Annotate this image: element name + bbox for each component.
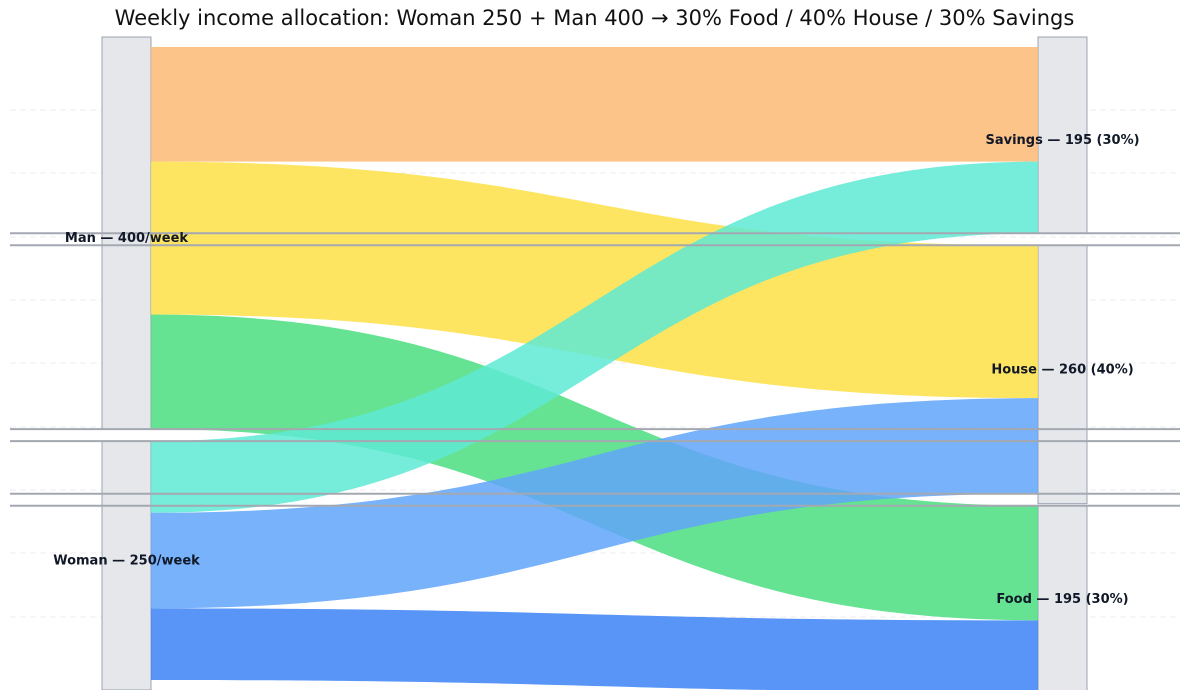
- flow-man-house: [151, 161, 1038, 399]
- node-house: [1037, 244, 1088, 505]
- flow-woman-house: [151, 398, 1038, 609]
- node-labels: Man — 400/week Woman — 250/week Savings — …: [53, 133, 1139, 607]
- node-food: [1037, 505, 1088, 690]
- label-woman: Woman — 250/week: [53, 554, 200, 569]
- label-savings: Savings — 195 (30%): [985, 133, 1139, 148]
- flow-dividers: [10, 232, 1180, 507]
- flow-man-savings: [151, 47, 1038, 162]
- label-food: Food — 195 (30%): [996, 592, 1128, 607]
- flow-woman-food: [151, 608, 1038, 690]
- chart-title: Weekly income allocation: Woman 250 + Ma…: [114, 6, 1075, 30]
- label-house: House — 260 (40%): [991, 363, 1133, 378]
- label-man: Man — 400/week: [65, 231, 189, 246]
- flow-woman-savings: [151, 161, 1038, 513]
- flow-links: [151, 47, 1038, 690]
